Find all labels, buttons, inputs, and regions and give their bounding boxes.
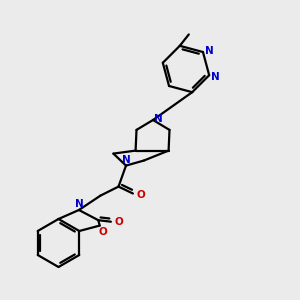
- Text: O: O: [98, 226, 107, 237]
- Text: N: N: [74, 199, 83, 209]
- Text: N: N: [211, 72, 220, 82]
- Text: N: N: [205, 46, 214, 56]
- Text: N: N: [154, 113, 163, 124]
- Text: O: O: [136, 190, 145, 200]
- Text: O: O: [114, 217, 123, 227]
- Text: N: N: [122, 155, 130, 165]
